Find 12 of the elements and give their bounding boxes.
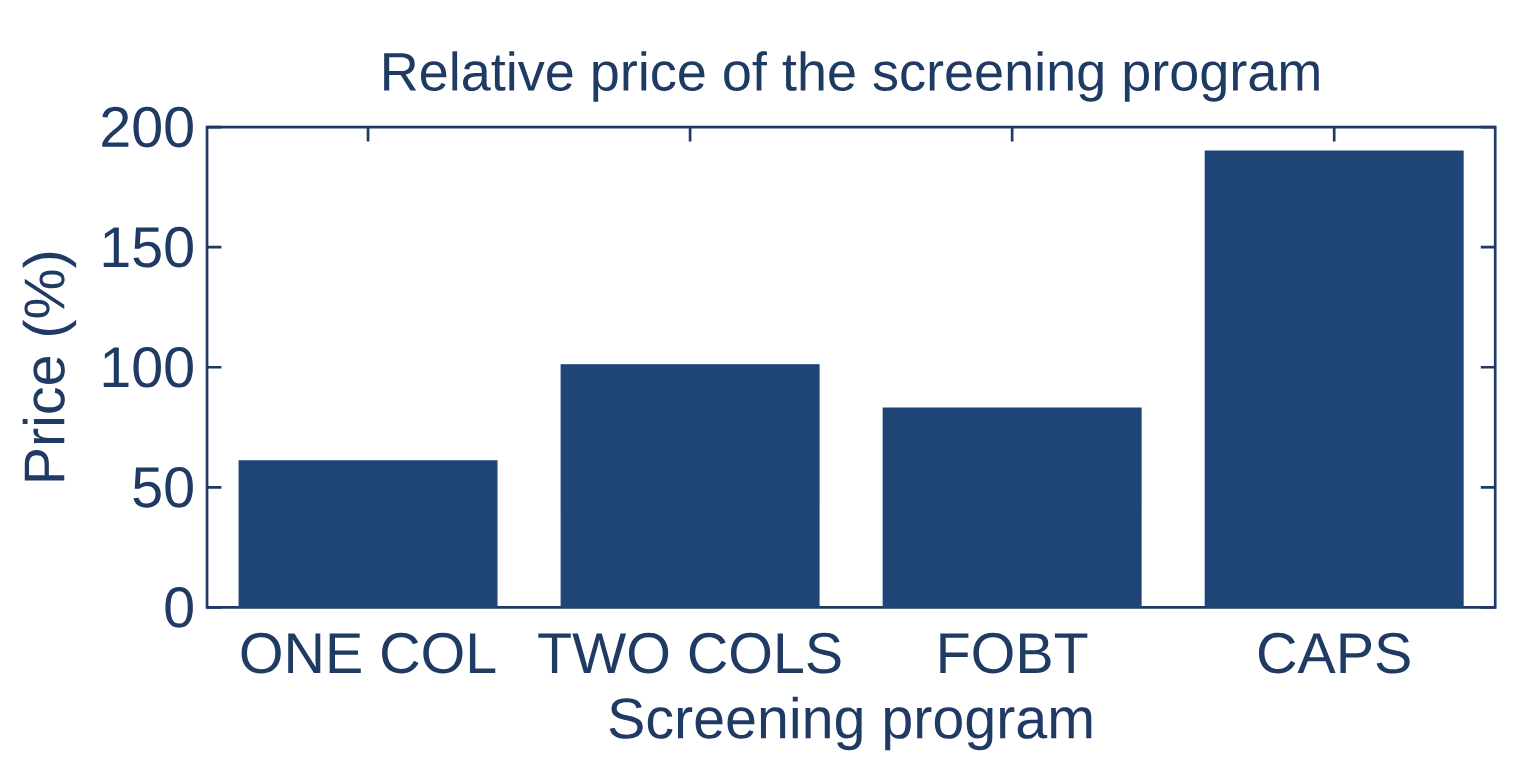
chart-title: Relative price of the screening program (384, 51, 1319, 102)
y-tick-label: 200 (102, 106, 193, 148)
x-tick-label: ONE COL (241, 632, 496, 674)
x-tick-label: FOBT (940, 632, 1088, 674)
y-tick-label: 50 (133, 466, 193, 508)
x-tick-label: TWO COLS (538, 632, 841, 674)
x-tick-label: CAPS (1258, 632, 1410, 674)
y-axis-title: Price (%) (22, 252, 77, 481)
x-axis-title: Screening program (609, 696, 1092, 751)
y-tick-label: 150 (103, 226, 193, 268)
y-tick-label: 100 (103, 346, 193, 388)
y-tick-label: 0 (165, 587, 193, 628)
